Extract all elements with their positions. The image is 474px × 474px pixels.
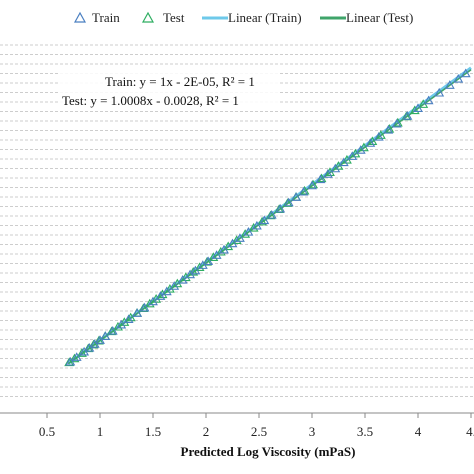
- test-point: [69, 353, 80, 363]
- train-point: [65, 356, 76, 366]
- legend: Train Test Linear (Train) Linear (Test): [73, 10, 413, 25]
- train-point: [434, 87, 445, 97]
- train-point: [123, 314, 134, 324]
- legend-marker-test: [141, 11, 155, 23]
- train-point: [330, 163, 341, 173]
- x-tick-label: 3: [309, 424, 316, 439]
- test-point: [208, 252, 219, 261]
- train-point: [100, 331, 111, 341]
- train-point: [211, 250, 222, 259]
- test-point: [375, 130, 386, 139]
- x-tick-label: 4: [415, 424, 422, 439]
- train-point: [373, 131, 384, 141]
- train-point: [107, 325, 118, 335]
- train-point: [227, 238, 238, 248]
- train-point: [190, 265, 201, 275]
- train-point: [423, 95, 434, 105]
- train-point: [338, 157, 349, 167]
- train-point: [243, 227, 254, 236]
- train-point: [322, 169, 333, 178]
- grid-lines: [0, 44, 474, 397]
- train-point: [460, 68, 471, 78]
- series-train-points: [65, 68, 471, 366]
- equation-annotations: Train: y = 1x - 2E-05, R² = 1 Test: y = …: [58, 70, 280, 110]
- train-point: [307, 180, 317, 190]
- test-point: [76, 348, 87, 357]
- legend-item-train: Train: [73, 10, 120, 25]
- legend-label-linear-train: Linear (Train): [228, 10, 302, 25]
- train-point: [453, 73, 464, 83]
- train-point: [148, 296, 158, 306]
- train-point: [251, 220, 262, 230]
- x-tick-label: 2.5: [251, 424, 267, 439]
- x-tick-label: 4.: [466, 424, 474, 439]
- test-point: [248, 222, 259, 232]
- annotation-train-equation: Train: y = 1x - 2E-05, R² = 1: [105, 74, 255, 89]
- x-tick-label: 1: [97, 424, 104, 439]
- test-point: [409, 105, 420, 115]
- legend-item-linear-train: Linear (Train): [202, 10, 302, 25]
- test-point: [113, 321, 123, 331]
- legend-label-test: Test: [163, 10, 185, 25]
- train-point: [283, 197, 294, 207]
- x-tick-label: 1.5: [145, 424, 161, 439]
- train-point: [116, 319, 127, 329]
- test-point: [223, 241, 234, 251]
- test-point: [240, 229, 251, 238]
- test-point: [144, 298, 155, 308]
- train-point: [71, 352, 82, 361]
- train-point: [219, 244, 229, 254]
- x-tick-label: 0.5: [39, 424, 55, 439]
- test-point: [367, 136, 378, 146]
- train-point: [383, 124, 394, 134]
- annotation-backdrop: [58, 70, 280, 110]
- train-point: [444, 80, 455, 89]
- train-point: [155, 291, 166, 300]
- x-tick-label: 2: [203, 424, 210, 439]
- train-point: [161, 286, 172, 296]
- legend-item-test: Test: [141, 10, 185, 25]
- x-axis-ticks: 0.5 1 1.5 2 2.5 3 3.5 4 4.: [39, 413, 474, 439]
- train-point: [298, 186, 309, 196]
- train-point: [315, 174, 326, 184]
- x-axis-title: Predicted Log Viscosity (mPaS): [181, 444, 356, 459]
- test-point: [215, 246, 226, 256]
- train-point: [132, 308, 143, 317]
- x-tick-label: 3.5: [357, 424, 373, 439]
- train-point: [347, 151, 358, 160]
- train-point: [413, 103, 423, 113]
- train-point: [291, 192, 302, 201]
- train-point: [139, 302, 150, 312]
- test-point: [194, 262, 205, 272]
- train-point: [275, 203, 286, 213]
- train-point: [355, 145, 366, 154]
- legend-label-train: Train: [92, 10, 120, 25]
- test-point: [257, 216, 268, 226]
- legend-marker-train: [73, 11, 87, 23]
- train-point: [177, 274, 188, 284]
- train-point: [402, 111, 413, 120]
- train-point: [266, 210, 277, 219]
- test-point: [231, 235, 242, 244]
- train-point: [169, 281, 180, 290]
- test-point: [157, 289, 168, 299]
- legend-label-linear-test: Linear (Test): [346, 10, 413, 25]
- train-point: [203, 256, 214, 266]
- annotation-test-equation: Test: y = 1.0008x - 0.0028, R² = 1: [62, 93, 239, 108]
- train-point: [365, 138, 376, 147]
- legend-item-linear-test: Linear (Test): [320, 10, 413, 25]
- train-point: [234, 233, 245, 242]
- train-point: [391, 118, 402, 128]
- train-point: [259, 215, 270, 225]
- test-point: [125, 312, 136, 322]
